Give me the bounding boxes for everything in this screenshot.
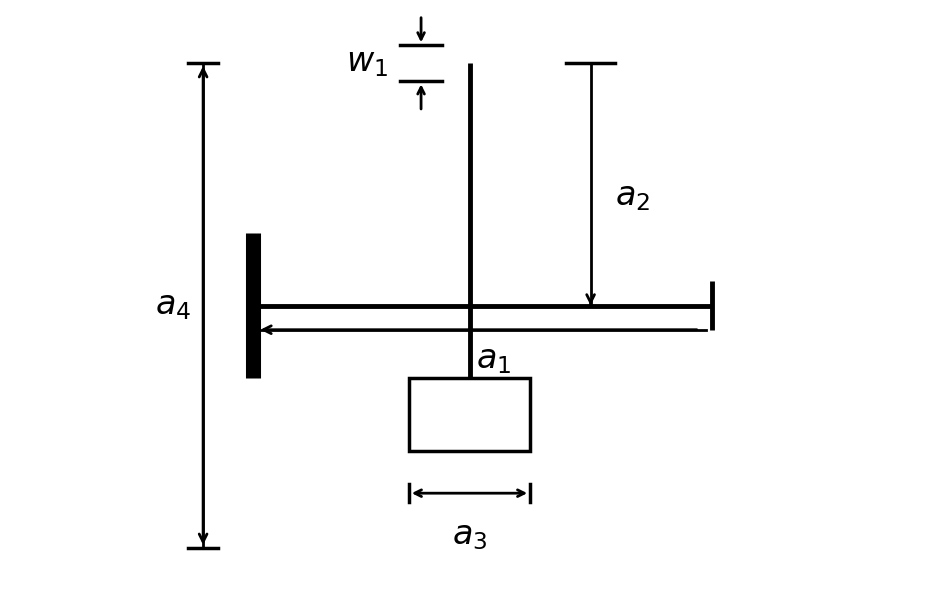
Text: $a_3$: $a_3$ bbox=[452, 519, 487, 552]
Text: $a_4$: $a_4$ bbox=[155, 290, 191, 321]
Bar bbox=[409, 378, 530, 451]
Text: $w_1$: $w_1$ bbox=[346, 47, 388, 79]
Text: $a_2$: $a_2$ bbox=[615, 180, 651, 213]
Text: $a_1$: $a_1$ bbox=[476, 344, 512, 376]
